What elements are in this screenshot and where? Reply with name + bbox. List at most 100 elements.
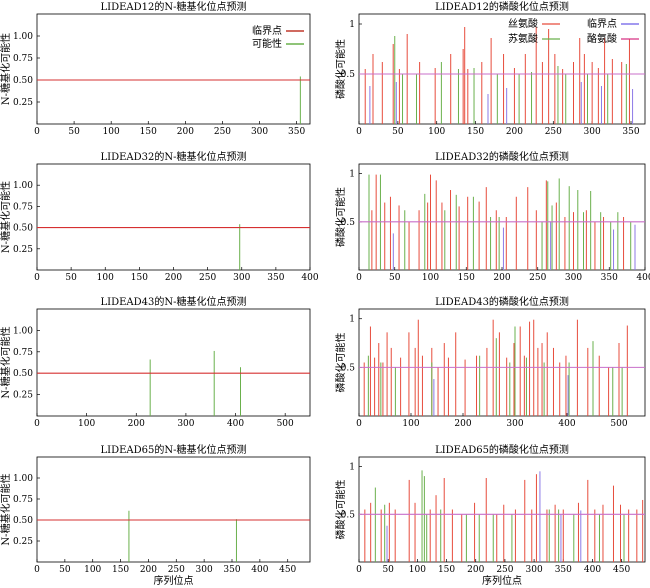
y-tick-label: 0.5	[341, 510, 356, 520]
x-tick-label: 50	[392, 127, 404, 137]
x-tick-label: 450	[613, 565, 630, 575]
y-axis-label: 磷酸化可能性	[334, 187, 347, 247]
x-tick-label: 300	[584, 127, 601, 137]
chart-title: LIDEAD43的磷酸化位点预测	[435, 295, 569, 308]
x-tick-label: 400	[251, 565, 268, 575]
y-axis-label: 磷酸化可能性	[334, 333, 347, 393]
x-tick-label: 50	[68, 127, 80, 137]
legend-label: 临界点	[587, 17, 617, 30]
x-tick-label: 350	[267, 273, 284, 283]
x-tick-label: 300	[196, 565, 213, 575]
x-tick-label: 0	[356, 273, 362, 283]
plot-frame	[358, 308, 646, 417]
x-tick-label: 500	[610, 419, 627, 429]
x-tick-label: 150	[112, 565, 129, 575]
plot-frame	[36, 308, 311, 417]
x-axis-label: 序列位点	[482, 574, 522, 587]
x-tick-label: 0	[34, 127, 40, 137]
chart-title: LIDEAD65的N-糖基化位点预测	[100, 443, 246, 456]
x-tick-label: 0	[356, 565, 362, 575]
chart-ng12: LIDEAD12的N-糖基化位点预测 0 50 100 150 200 250 300 350 0…	[0, 0, 311, 137]
x-tick-label: 150	[467, 127, 484, 137]
y-axis-label: N-糖基化可能性	[0, 33, 12, 105]
plot-frame	[36, 13, 311, 125]
plot-frame	[36, 163, 311, 271]
y-tick-label: 0.50	[13, 76, 33, 86]
y-tick-label: 0.50	[13, 516, 33, 526]
plot-frame	[36, 456, 311, 563]
y-axis-label: N-糖基化可能性	[0, 473, 12, 545]
x-tick-label: 400	[558, 419, 575, 429]
y-tick-label: 0.5	[341, 218, 356, 228]
x-tick-label: 500	[277, 419, 294, 429]
x-tick-label: 0	[356, 127, 362, 137]
y-tick-label: 0.25	[13, 98, 33, 108]
x-tick-label: 150	[140, 127, 157, 137]
y-axis-label: 磷酸化可能性	[334, 39, 347, 99]
x-tick-label: 300	[251, 127, 268, 137]
x-tick-label: 50	[59, 565, 71, 575]
y-tick-label: 0.50	[13, 369, 33, 379]
legend-label: 丝氨酸	[508, 17, 538, 30]
x-tick-label: 100	[409, 565, 426, 575]
x-tick-label: 250	[529, 273, 546, 283]
x-tick-label: 100	[422, 273, 439, 283]
x-tick-label: 350	[288, 127, 305, 137]
x-tick-label: 50	[389, 273, 401, 283]
chart-ph65: LIDEAD65的磷酸化位点预测 0 50 100 150 200 250 300 350 400…	[334, 443, 646, 587]
legend-label: 临界点	[252, 24, 282, 37]
x-tick-label: 250	[199, 273, 216, 283]
y-axis-label: N-糖基化可能性	[0, 181, 12, 253]
x-tick-label: 300	[565, 273, 582, 283]
x-tick-label: 300	[233, 273, 250, 283]
x-tick-label: 300	[506, 419, 523, 429]
y-tick-label: 0.5	[341, 70, 356, 80]
chart-ph32: LIDEAD32的磷酸化位点预测 0 50 100 150 200 250 300 350 40 0…	[334, 150, 650, 283]
y-tick-label: 0.5	[341, 363, 356, 373]
x-tick-label: 50	[65, 273, 77, 283]
legend-label: 酪氨酸	[587, 32, 617, 45]
x-tick-label: 0	[356, 419, 362, 429]
x-tick-label: 200	[177, 127, 194, 137]
x-tick-label: 150	[438, 565, 455, 575]
plot-frame	[358, 456, 646, 563]
y-tick-label: 0.25	[13, 537, 33, 547]
x-tick-label: 400	[584, 565, 601, 575]
x-tick-label: 400	[301, 273, 318, 283]
y-tick-label: 1	[349, 463, 355, 473]
x-tick-label: 200	[454, 419, 471, 429]
chart-title: LIDEAD43的N-糖基化位点预测	[100, 295, 246, 308]
chart-title: LIDEAD65的磷酸化位点预测	[435, 443, 569, 456]
chart-ng32: LIDEAD32的N-糖基化位点预测 0 50 100 150 200 250 300 350 4…	[0, 150, 319, 283]
y-tick-label: 1.00	[13, 32, 33, 42]
chart-ng65: LIDEAD65的N-糖基化位点预测 0 50 100 150 200 250 300 350 4…	[0, 443, 311, 587]
x-tick-label: 100	[103, 127, 120, 137]
x-tick-label: 0	[34, 419, 40, 429]
x-tick-label: 150	[458, 273, 475, 283]
y-tick-label: 1	[349, 170, 355, 180]
x-tick-label: 400	[636, 273, 650, 283]
x-tick-label: 200	[506, 127, 523, 137]
legend-label: 苏氨酸	[508, 32, 538, 45]
x-tick-label: 400	[227, 419, 244, 429]
chart-title: LIDEAD32的N-糖基化位点预测	[100, 150, 246, 163]
y-tick-label: 1	[349, 315, 355, 325]
x-tick-label: 300	[526, 565, 543, 575]
x-tick-label: 100	[78, 419, 95, 429]
plot-frame	[358, 13, 646, 125]
chart-title: LIDEAD12的N-糖基化位点预测	[100, 0, 246, 13]
x-tick-label: 350	[555, 565, 572, 575]
x-tick-label: 200	[467, 565, 484, 575]
y-tick-label: 0.75	[13, 495, 33, 505]
x-tick-label: 0	[34, 565, 40, 575]
y-tick-label: 0.50	[13, 224, 33, 234]
chart-ph43: LIDEAD43的磷酸化位点预测 0 100 200 300 400 500 0.5 1磷酸化可…	[334, 295, 646, 429]
y-axis-label: N-糖基化可能性	[0, 326, 12, 398]
x-axis-label: 序列位点	[154, 574, 194, 587]
y-tick-label: 0.25	[13, 245, 33, 255]
x-tick-label: 450	[279, 565, 296, 575]
y-tick-label: 0.75	[13, 54, 33, 64]
chart-ph12: LIDEAD12的磷酸化位点预测 0 50 100 150 200 250 300 350 0.5…	[334, 0, 646, 137]
